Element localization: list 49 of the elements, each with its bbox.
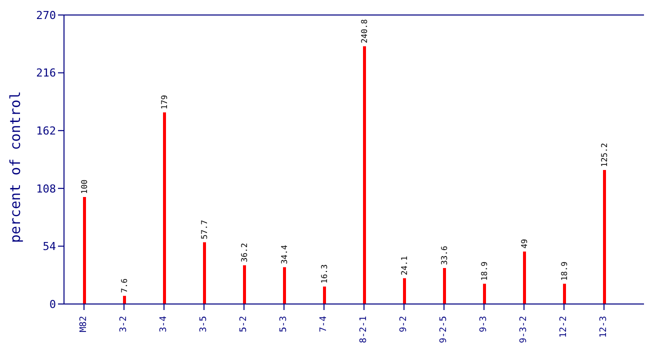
bar bbox=[323, 286, 326, 304]
y-tick-label: 270 bbox=[36, 8, 56, 22]
bar bbox=[403, 278, 406, 304]
x-tick-label: 9-2-5 bbox=[439, 316, 449, 344]
data-label: 18.9 bbox=[560, 261, 569, 281]
x-tick-label: 9-3-2 bbox=[519, 316, 529, 344]
x-tick-label: M82 bbox=[79, 316, 89, 332]
bar bbox=[243, 265, 246, 304]
x-tick-label: 9-3 bbox=[479, 316, 489, 332]
y-axis-title: percent of control bbox=[7, 90, 25, 245]
data-label: 24.1 bbox=[400, 256, 409, 276]
bar bbox=[443, 268, 446, 304]
bar bbox=[283, 267, 286, 304]
bar bbox=[203, 242, 206, 304]
bar bbox=[483, 284, 486, 304]
x-tick-label: 3-2 bbox=[119, 316, 129, 332]
x-tick-label: 12-2 bbox=[559, 316, 569, 338]
data-label: 49 bbox=[520, 238, 529, 249]
y-tick-label: 216 bbox=[36, 66, 56, 80]
data-label: 125.2 bbox=[600, 142, 609, 167]
x-tick-label: 3-4 bbox=[159, 316, 169, 332]
x-tick-label: 12-3 bbox=[599, 316, 609, 338]
data-label: 34.4 bbox=[280, 244, 289, 264]
data-label: 7.6 bbox=[120, 278, 129, 293]
x-tick-label: 7-4 bbox=[319, 316, 329, 332]
bar bbox=[163, 112, 166, 304]
x-tick-label: 3-5 bbox=[199, 316, 209, 332]
data-label: 18.9 bbox=[480, 261, 489, 281]
x-tick-label: 5-3 bbox=[279, 316, 289, 332]
x-tick-label: 5-2 bbox=[239, 316, 249, 332]
data-label: 57.7 bbox=[200, 220, 209, 240]
bar bbox=[363, 46, 366, 304]
data-label: 16.3 bbox=[320, 264, 329, 284]
y-tick-label: 0 bbox=[49, 298, 56, 311]
bar bbox=[83, 196, 86, 304]
x-tick-label: 9-2 bbox=[399, 316, 409, 332]
data-label: 33.6 bbox=[440, 246, 449, 266]
y-tick-label: 162 bbox=[36, 124, 56, 138]
y-tick-label: 108 bbox=[36, 182, 56, 196]
y-tick-label: 54 bbox=[42, 240, 56, 254]
data-label: 240.8 bbox=[360, 18, 369, 44]
bar bbox=[563, 284, 566, 304]
x-tick-label: 8-2-1 bbox=[359, 316, 369, 344]
bar bbox=[603, 170, 606, 304]
data-label: 36.2 bbox=[240, 242, 249, 262]
bar bbox=[123, 296, 126, 304]
bar bbox=[523, 252, 526, 304]
data-label: 179 bbox=[160, 94, 169, 110]
data-label: 100 bbox=[80, 179, 89, 194]
